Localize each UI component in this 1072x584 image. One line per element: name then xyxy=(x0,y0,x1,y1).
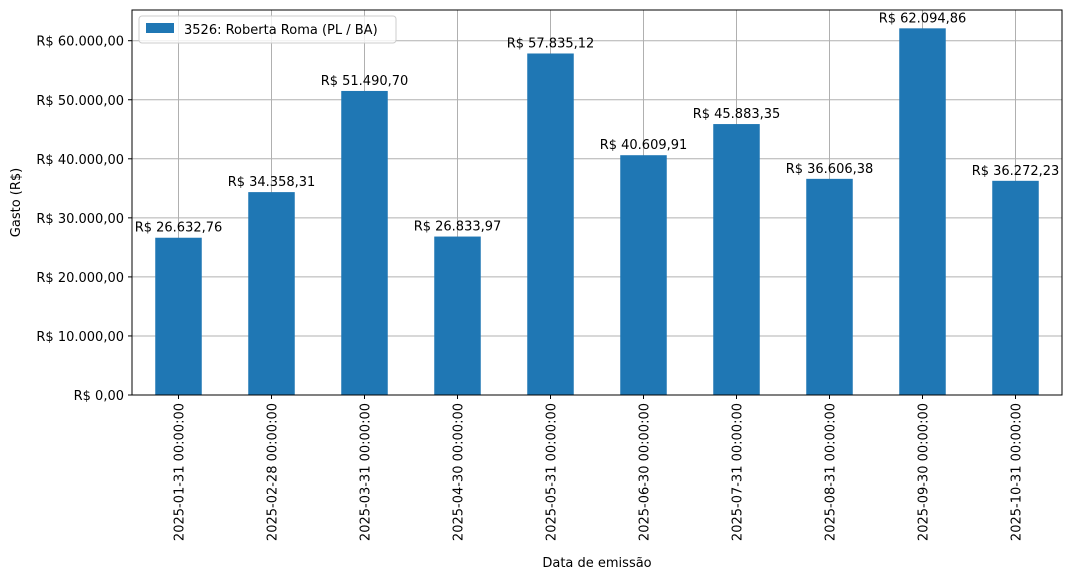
bar xyxy=(899,28,946,395)
plot-frame xyxy=(131,9,1063,396)
x-axis-label: Data de emissão xyxy=(542,556,651,571)
bar xyxy=(620,155,667,395)
x-tick-label: 2025-09-30 00:00:00 xyxy=(917,403,932,541)
bar xyxy=(155,237,202,395)
bar xyxy=(992,180,1039,395)
bar-value-label: R$ 26.833,97 xyxy=(414,220,502,235)
bar-value-label: R$ 36.272,23 xyxy=(972,164,1060,179)
bar-value-label: R$ 36.606,38 xyxy=(786,162,874,177)
bar xyxy=(806,178,853,395)
x-tick-label: 2025-01-31 00:00:00 xyxy=(173,403,188,541)
y-tick-label: R$ 20.000,00 xyxy=(36,271,124,286)
x-tick-label: 2025-02-28 00:00:00 xyxy=(266,403,281,541)
legend-swatch xyxy=(146,23,174,33)
legend: 3526: Roberta Roma (PL / BA) xyxy=(138,15,397,44)
bars xyxy=(155,28,1039,396)
x-tick-label: 2025-06-30 00:00:00 xyxy=(638,403,653,541)
data-labels: R$ 26.632,76 R$ 34.358,31 R$ 51.490,70 R$ 2… xyxy=(135,11,1060,235)
x-axis: 2025-01-31 00:00:00 2025-02-28 00:00:00 20… xyxy=(173,395,1025,541)
bar xyxy=(527,53,574,395)
bar xyxy=(248,192,295,395)
y-tick-label: R$ 30.000,00 xyxy=(36,212,124,227)
x-tick-label: 2025-04-30 00:00:00 xyxy=(452,403,467,541)
bar-value-label: R$ 26.632,76 xyxy=(135,221,223,236)
y-tick-label: R$ 10.000,00 xyxy=(36,330,124,345)
x-tick-label: 2025-05-31 00:00:00 xyxy=(545,403,560,541)
y-tick-label: R$ 0,00 xyxy=(74,389,124,404)
x-tick-label: 2025-07-31 00:00:00 xyxy=(731,403,746,541)
y-tick-label: R$ 60.000,00 xyxy=(36,35,124,50)
x-tick-label: 2025-08-31 00:00:00 xyxy=(824,403,839,541)
bar xyxy=(341,90,388,396)
x-tick-label: 2025-10-31 00:00:00 xyxy=(1010,403,1025,541)
y-axis: R$ 0,00 R$ 10.000,00 R$ 20.000,00 R$ 30.000… xyxy=(36,35,132,404)
y-tick-label: R$ 50.000,00 xyxy=(36,94,124,109)
bar xyxy=(434,236,481,395)
bar-value-label: R$ 45.883,35 xyxy=(693,107,781,122)
legend-box xyxy=(138,15,397,44)
y-tick-label: R$ 40.000,00 xyxy=(36,153,124,168)
bar-value-label: R$ 40.609,91 xyxy=(600,138,688,153)
x-tick-label: 2025-03-31 00:00:00 xyxy=(359,403,374,541)
bar-value-label: R$ 62.094,86 xyxy=(879,11,967,26)
legend-label: 3526: Roberta Roma (PL / BA) xyxy=(184,23,378,38)
bar-value-label: R$ 34.358,31 xyxy=(228,175,316,190)
bar-value-label: R$ 57.835,12 xyxy=(507,36,595,51)
y-axis-label: Gasto (R$) xyxy=(9,168,24,237)
bar-value-label: R$ 51.490,70 xyxy=(321,74,409,89)
bar xyxy=(713,124,760,395)
